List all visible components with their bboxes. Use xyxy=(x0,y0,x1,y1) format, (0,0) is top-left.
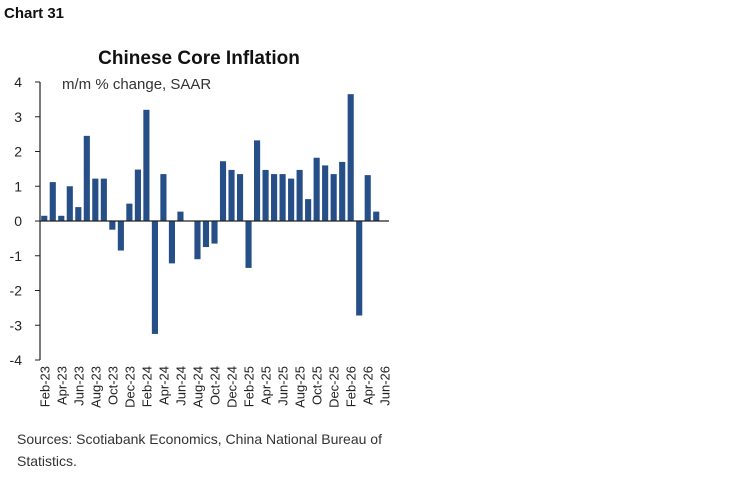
y-tick-label: 3 xyxy=(14,109,22,125)
x-tick-label: Aug-24 xyxy=(190,366,205,408)
bar xyxy=(313,157,320,221)
bar xyxy=(49,182,56,221)
bar xyxy=(254,140,261,221)
x-tick-label: Jun-25 xyxy=(276,366,291,406)
x-tick-label: Apr-24 xyxy=(156,366,171,405)
bar xyxy=(75,207,82,221)
x-tick-label: Apr-25 xyxy=(259,366,274,405)
bar xyxy=(364,175,371,221)
y-tick-label: 0 xyxy=(14,213,22,229)
x-tick-label: Aug-23 xyxy=(88,366,103,408)
bar xyxy=(219,161,227,221)
bar xyxy=(245,221,252,268)
x-tick-label: Feb-25 xyxy=(242,366,257,407)
y-tick-label: -2 xyxy=(10,283,23,299)
x-tick-label: Feb-24 xyxy=(139,366,154,407)
bar xyxy=(41,215,48,221)
chart-subtitle: m/m % change, SAAR xyxy=(62,76,211,93)
x-tick-label: Dec-24 xyxy=(225,366,240,408)
bar xyxy=(194,221,201,260)
bar xyxy=(228,169,235,221)
bar xyxy=(143,109,150,221)
y-tick-label: -1 xyxy=(10,248,23,264)
bar xyxy=(339,161,346,221)
bar xyxy=(322,165,329,221)
bar xyxy=(66,186,73,221)
bar xyxy=(160,174,167,221)
source-note: Sources: Scotiabank Economics, China Nat… xyxy=(17,431,382,469)
x-tick-label: Oct-25 xyxy=(310,366,325,405)
y-tick-label: -4 xyxy=(10,352,23,368)
x-tick-label: Dec-25 xyxy=(327,366,342,408)
bar xyxy=(356,221,363,316)
x-tick-label: Apr-23 xyxy=(54,366,69,405)
y-tick-label: 4 xyxy=(14,74,22,90)
y-tick-label: -3 xyxy=(10,317,23,333)
bar xyxy=(83,135,90,221)
x-tick-label: Oct-23 xyxy=(105,366,120,405)
x-tick-label: Jun-24 xyxy=(173,366,188,406)
bar xyxy=(92,178,99,221)
bar xyxy=(211,221,218,244)
bar xyxy=(109,221,116,230)
bar xyxy=(288,178,295,221)
bar xyxy=(305,199,312,221)
x-tick-label: Jun-23 xyxy=(71,366,86,406)
x-tick-label: Oct-24 xyxy=(208,366,223,405)
bar xyxy=(347,94,354,221)
bar xyxy=(373,211,380,221)
bar xyxy=(271,174,278,221)
x-tick-label: Feb-23 xyxy=(37,366,52,407)
bar xyxy=(296,169,303,221)
y-tick-label: 1 xyxy=(14,178,22,194)
x-tick-label: Jun-26 xyxy=(378,366,393,406)
chart-title: Chinese Core Inflation xyxy=(98,48,300,69)
bar xyxy=(262,169,269,221)
bar xyxy=(134,169,141,221)
x-tick-label: Feb-26 xyxy=(344,366,359,407)
bar xyxy=(168,221,175,264)
bar xyxy=(126,203,133,222)
bar xyxy=(330,174,337,221)
bar xyxy=(117,221,124,251)
bar xyxy=(177,211,184,221)
bar xyxy=(100,178,107,221)
bar xyxy=(58,215,65,221)
x-tick-label: Dec-23 xyxy=(122,366,137,408)
bar xyxy=(279,174,286,221)
y-tick-label: 2 xyxy=(14,144,22,160)
bar xyxy=(202,221,210,248)
bar xyxy=(236,174,244,221)
x-tick-label: Aug-25 xyxy=(293,366,308,408)
chart-number-label: Chart 31 xyxy=(4,5,65,22)
x-tick-label: Apr-26 xyxy=(361,366,376,405)
bar xyxy=(151,221,158,334)
